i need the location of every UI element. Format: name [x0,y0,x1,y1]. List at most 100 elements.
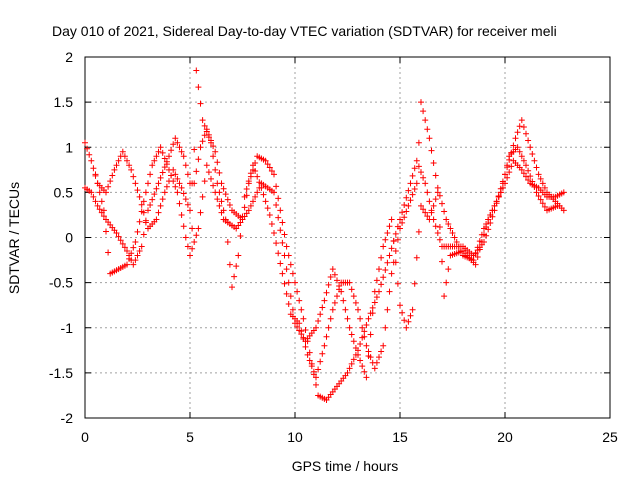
data-point [262,157,269,164]
data-point [426,198,433,205]
data-point [523,130,529,137]
data-point [283,266,290,273]
data-point [268,220,275,227]
data-point [539,200,546,207]
data-point [264,205,271,212]
data-point [380,243,387,250]
data-point [281,280,288,287]
data-point [394,236,401,243]
data-point [499,180,506,187]
data-point [413,180,420,187]
data-point [472,261,479,268]
data-point [266,164,273,171]
data-point [518,153,525,160]
data-point [516,148,523,155]
data-point [275,250,282,257]
data-point [453,239,460,246]
data-point [161,189,168,196]
data-point [363,322,370,329]
data-point [199,117,206,124]
data-point [413,157,420,164]
data-point [115,157,122,164]
data-point [380,342,387,349]
data-point [142,217,149,224]
chart-title: Day 010 of 2021, Sidereal Day-to-day VTE… [52,23,557,39]
data-point [334,293,340,300]
data-point [277,260,284,267]
data-point [266,211,273,218]
data-point [346,324,353,331]
data-point [153,216,160,223]
data-point [397,302,403,309]
data-point [394,280,401,287]
data-point [357,340,364,347]
data-point [203,162,210,169]
data-point [126,162,133,169]
y-tick-label: 1.5 [54,94,74,110]
data-point [388,216,395,223]
data-point [100,207,107,214]
data-point [352,299,359,306]
data-point [369,304,376,311]
data-point [226,202,233,209]
data-point [411,165,418,172]
data-point [277,227,284,234]
x-tick-label: 25 [602,429,618,445]
data-point [401,202,408,209]
data-point [338,288,345,295]
data-point [401,317,408,324]
data-point [132,180,139,187]
data-point [195,84,202,91]
y-tick-label: 0 [65,230,73,246]
data-point [130,244,137,251]
data-point [210,182,217,189]
data-point [193,232,200,239]
data-point [94,202,101,209]
data-point [525,176,532,183]
data-point [443,216,450,223]
data-point [289,270,296,277]
data-point [214,180,221,187]
data-point [331,299,338,306]
data-point [287,261,294,268]
data-point [184,171,191,178]
data-point [212,148,219,155]
data-point [245,178,252,185]
data-point [304,351,311,358]
data-point [159,169,166,176]
data-point [237,232,244,239]
data-point [121,153,128,160]
data-point [350,293,357,300]
x-axis-title: GPS time / hours [292,458,399,474]
data-point [107,178,114,185]
data-point [376,266,382,273]
data-point [489,207,496,214]
data-point [422,180,429,187]
data-point [199,193,206,200]
data-point [182,234,189,241]
data-point [216,202,223,209]
data-point [439,258,445,265]
data-point [506,169,513,176]
data-point [392,259,399,266]
data-point [487,211,494,218]
data-point [382,236,389,243]
data-point [527,173,534,180]
data-point [292,320,298,327]
data-point [210,143,217,150]
data-point [514,129,521,136]
data-point [313,381,319,388]
x-tick-label: 15 [392,429,408,445]
data-point [525,137,532,144]
data-point [237,219,244,226]
data-point [430,160,437,167]
data-point [134,187,141,194]
data-point [82,139,88,146]
data-point [180,223,187,230]
data-point [319,304,326,311]
data-point [287,293,294,300]
data-point [302,343,309,350]
data-point [172,183,179,190]
data-point [531,183,538,190]
data-point [279,219,286,226]
